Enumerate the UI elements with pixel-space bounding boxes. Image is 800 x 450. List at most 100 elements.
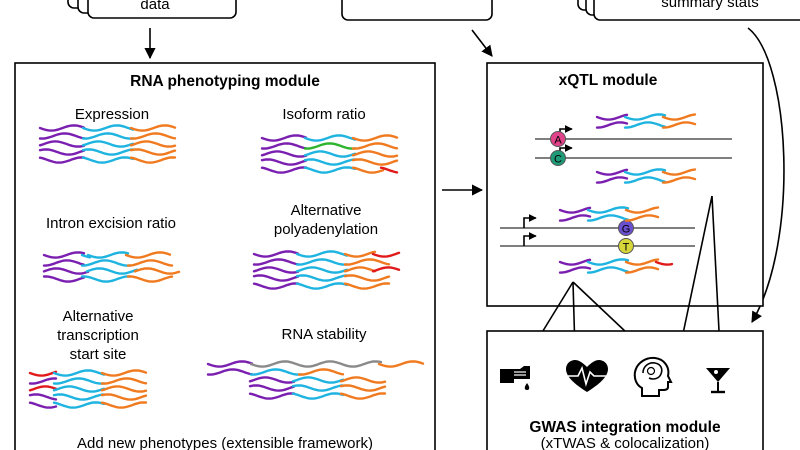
transcript-strand	[295, 250, 349, 258]
transcript-strand	[52, 393, 106, 401]
transcript-strand	[624, 214, 660, 222]
transcript-strand	[291, 384, 345, 392]
rna-module-footer: Add new phenotypes (extensible framework…	[77, 435, 373, 450]
transcript-strand	[379, 166, 399, 174]
transcript-strand	[81, 140, 135, 148]
transcript-strand	[129, 124, 177, 132]
transcript-strand	[42, 251, 86, 259]
transcript-strand	[623, 168, 667, 176]
transcript-strand	[81, 156, 135, 164]
transcript-strand	[624, 266, 660, 274]
transcript-strand	[124, 251, 172, 259]
xqtl-module-box	[486, 62, 764, 307]
transcript-strand	[623, 121, 667, 129]
transcript-strand	[42, 259, 86, 267]
transcript-strand	[343, 282, 391, 290]
allele-c-marker: C	[550, 150, 566, 166]
allele-t-marker: T	[618, 238, 634, 254]
transcript-strand	[595, 113, 629, 121]
transcript-strand	[351, 142, 399, 150]
allele-g-marker: G	[618, 220, 634, 236]
transcript-strand	[85, 267, 139, 275]
transcript-strand	[206, 360, 254, 368]
label-rna-stability: RNA stability	[281, 326, 367, 343]
label-apa-line1: Alternative	[291, 202, 362, 219]
transcript-strand	[661, 168, 697, 176]
gwas-module-title: GWAS integration module	[529, 419, 721, 436]
transcript-strand	[252, 266, 300, 274]
transcript-strand	[129, 148, 177, 156]
transcript-strand	[252, 274, 300, 282]
transcript-strand	[28, 370, 58, 377]
transcript-strand	[351, 134, 399, 142]
transcript-strand	[28, 377, 58, 385]
transcript-strand	[252, 250, 300, 258]
transcript-strand	[595, 176, 629, 184]
transcript-strand	[339, 392, 387, 400]
transcript-strand	[377, 360, 425, 368]
xqtl-module-title: xQTL module	[559, 72, 658, 89]
transcript-strand	[624, 206, 660, 214]
apa-transcripts	[252, 250, 401, 290]
transcript-strand	[38, 132, 86, 140]
transcript-strand	[623, 176, 667, 184]
label-expression: Expression	[75, 106, 149, 123]
transcript-strand	[38, 140, 86, 148]
transcript-strand	[654, 260, 674, 266]
allele-c-label: C	[554, 154, 562, 166]
transcript-strand	[252, 258, 300, 266]
transcript-strand	[595, 121, 629, 129]
transcript-strand	[249, 360, 383, 368]
input-genotype-box	[341, 0, 493, 21]
transcript-strand	[661, 121, 697, 129]
transcript-strand	[558, 214, 592, 222]
transcript-strand	[100, 385, 148, 393]
transcript-strand	[351, 166, 385, 174]
transcript-strand	[343, 250, 377, 258]
arrow-stats-to-gwas	[747, 27, 785, 323]
transcript-strand	[38, 124, 86, 132]
transcript-strand	[52, 369, 106, 377]
transcript-strand	[126, 259, 174, 267]
transcript-strand	[260, 134, 308, 142]
transcript-strand	[371, 266, 401, 273]
arrow-genotype-to-xqtl	[471, 29, 493, 57]
brain-head-icon	[633, 356, 673, 397]
transcript-strand	[28, 393, 58, 401]
transcript-strand	[586, 258, 630, 266]
transcript-strand	[558, 266, 592, 274]
label-isoform-ratio: Isoform ratio	[282, 106, 365, 123]
transcript-strand	[586, 214, 630, 222]
transcript-strand	[42, 275, 86, 283]
transcript-strand	[38, 156, 86, 164]
transcript-strand	[661, 176, 697, 184]
stability-transcripts	[206, 360, 425, 400]
transcript-strand	[558, 258, 592, 266]
transcript-strand	[295, 258, 349, 266]
label-atss-line3: start site	[70, 346, 127, 363]
transcript-strand	[260, 142, 308, 150]
transcript-strand	[260, 166, 308, 174]
cocktail-glass-icon	[706, 368, 730, 394]
transcript-strand	[100, 401, 148, 409]
transcript-strand	[129, 140, 177, 148]
transcript-strand	[351, 158, 399, 166]
allele-a-label: A	[554, 135, 562, 147]
transcript-strand	[133, 267, 181, 275]
input-summary-stats-stack: summary stats	[577, 0, 800, 21]
transcript-strand	[303, 158, 357, 166]
transcript-strand	[252, 282, 300, 290]
transcript-strand	[52, 401, 106, 409]
blood-test-icon	[500, 366, 530, 390]
transcript-strand	[343, 274, 391, 282]
transcript-strand	[100, 393, 148, 401]
transcript-strand	[351, 150, 399, 158]
transcript-strand	[343, 266, 377, 273]
transcript-strand	[291, 376, 345, 384]
transcript-strand	[52, 385, 106, 393]
transcript-strand	[81, 132, 135, 140]
allele-a-marker: A	[550, 131, 566, 147]
input-data-stack: data	[67, 0, 237, 19]
transcript-strand	[303, 134, 357, 142]
